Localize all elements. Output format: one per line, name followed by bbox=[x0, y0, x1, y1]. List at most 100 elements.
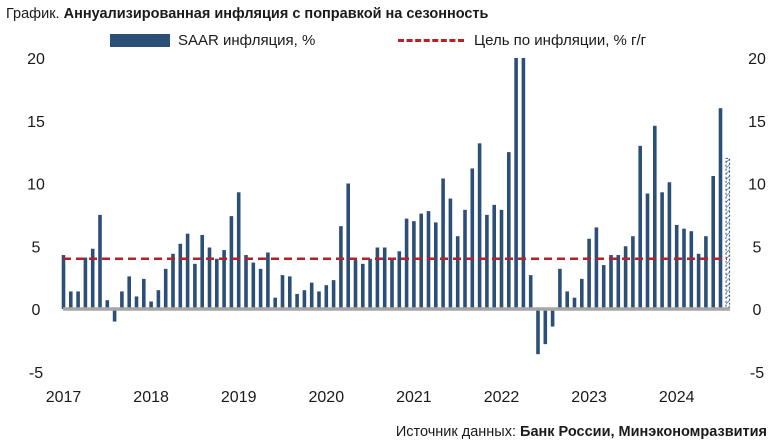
bar bbox=[587, 238, 591, 309]
bar bbox=[368, 258, 372, 309]
x-tick-label: 2021 bbox=[396, 389, 432, 406]
bar bbox=[215, 258, 219, 309]
bar bbox=[485, 214, 489, 309]
bar bbox=[674, 224, 679, 309]
bar bbox=[331, 280, 336, 309]
bar bbox=[69, 291, 73, 309]
bar bbox=[536, 309, 540, 355]
x-tick-label: 2022 bbox=[484, 389, 520, 406]
y-tick-label-left: 20 bbox=[27, 51, 45, 68]
bar bbox=[521, 58, 526, 309]
bar bbox=[317, 291, 321, 309]
title-prefix: График. bbox=[6, 6, 60, 22]
x-tick-label: 2019 bbox=[221, 389, 257, 406]
bar bbox=[266, 252, 270, 309]
bar bbox=[83, 257, 88, 309]
bar bbox=[667, 182, 672, 309]
bar bbox=[61, 255, 66, 309]
bar bbox=[689, 231, 694, 309]
bar bbox=[434, 222, 438, 309]
bar bbox=[288, 276, 292, 309]
bar bbox=[76, 291, 80, 309]
bar bbox=[609, 255, 613, 309]
bar bbox=[441, 178, 445, 309]
legend-label-target: Цель по инфляции, % г/г bbox=[474, 32, 647, 49]
bar bbox=[346, 183, 350, 309]
bar bbox=[142, 278, 146, 309]
bar bbox=[426, 211, 431, 309]
bar bbox=[280, 275, 285, 309]
y-tick-label-right: 0 bbox=[753, 302, 762, 319]
bar bbox=[682, 228, 686, 309]
bar bbox=[127, 276, 131, 309]
bar bbox=[514, 58, 518, 309]
bar bbox=[156, 290, 161, 309]
bar bbox=[361, 263, 365, 309]
legend-swatch-dashed-line bbox=[398, 39, 464, 42]
bar bbox=[653, 125, 657, 310]
bar bbox=[448, 198, 453, 309]
y-tick-label-left: -5 bbox=[29, 365, 43, 382]
x-tick-label: 2024 bbox=[659, 389, 695, 406]
bar bbox=[105, 300, 110, 309]
x-tick-label: 2023 bbox=[571, 389, 607, 406]
bar bbox=[251, 262, 256, 309]
bar bbox=[375, 247, 380, 309]
bar bbox=[302, 290, 307, 309]
bar bbox=[558, 268, 562, 309]
bar bbox=[112, 309, 117, 322]
y-tick-label-left: 0 bbox=[32, 302, 41, 319]
bar bbox=[565, 291, 569, 309]
bar bbox=[718, 108, 723, 309]
y-tick-label-left: 5 bbox=[32, 239, 41, 256]
bar bbox=[623, 246, 628, 309]
bar bbox=[645, 193, 650, 309]
bar bbox=[507, 152, 511, 309]
bar bbox=[631, 236, 635, 309]
legend-label-saar: SAAR инфляция, % bbox=[178, 32, 316, 49]
x-tick-label: 2017 bbox=[46, 389, 82, 406]
bar bbox=[543, 309, 548, 345]
bar bbox=[477, 143, 482, 309]
bar bbox=[295, 293, 299, 309]
bar bbox=[163, 268, 168, 309]
bar bbox=[200, 234, 204, 309]
x-tick-label: 2018 bbox=[133, 389, 169, 406]
bar bbox=[499, 209, 504, 309]
y-tick-label-right: 15 bbox=[748, 114, 766, 131]
bar bbox=[207, 247, 212, 309]
bar bbox=[229, 216, 234, 309]
bar bbox=[550, 309, 555, 327]
legend-item-target: Цель по инфляции, % г/г bbox=[398, 32, 646, 49]
bar bbox=[580, 278, 584, 309]
bar bbox=[273, 297, 277, 309]
bar bbox=[324, 285, 329, 309]
y-tick-label-right: 10 bbox=[748, 177, 766, 194]
bar bbox=[704, 236, 708, 309]
bar bbox=[660, 192, 664, 309]
bar bbox=[601, 265, 606, 309]
bar bbox=[404, 218, 409, 309]
bar bbox=[134, 296, 139, 309]
bar bbox=[222, 250, 226, 309]
bar bbox=[258, 268, 263, 309]
legend-item-saar: SAAR инфляция, % bbox=[110, 32, 315, 49]
bar bbox=[120, 291, 124, 309]
legend: SAAR инфляция, % Цель по инфляции, % г/г bbox=[0, 32, 777, 54]
x-tick-label: 2020 bbox=[309, 389, 345, 406]
y-tick-label-left: 10 bbox=[27, 177, 45, 194]
source-prefix: Источник данных: bbox=[395, 424, 516, 440]
bar bbox=[236, 192, 241, 309]
bar bbox=[528, 275, 533, 309]
bar bbox=[572, 297, 577, 309]
bar bbox=[455, 236, 460, 309]
y-tick-label-right: 20 bbox=[748, 51, 766, 68]
source-main: Банк России, Минэкономразвития bbox=[520, 424, 767, 440]
bar bbox=[90, 248, 95, 309]
bar bbox=[309, 282, 314, 309]
y-tick-label-right: -5 bbox=[750, 365, 764, 382]
y-tick-label-left: 15 bbox=[27, 114, 45, 131]
source-note: Источник данных: Банк России, Минэкономр… bbox=[396, 424, 767, 440]
chart-title: График. Аннуализированная инфляция с поп… bbox=[6, 6, 488, 22]
